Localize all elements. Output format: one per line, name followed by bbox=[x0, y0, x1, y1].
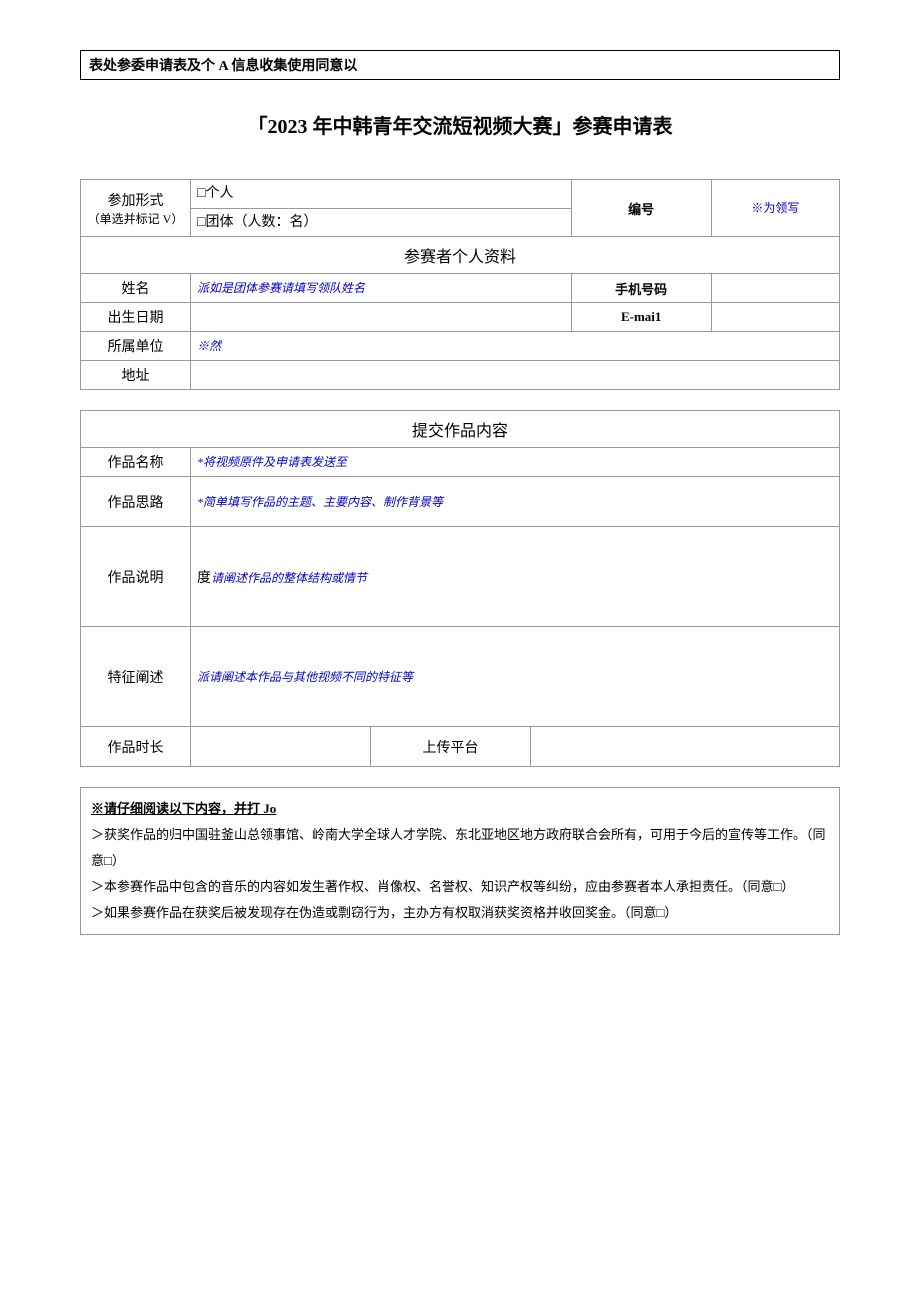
email-label: E-mai1 bbox=[571, 303, 711, 332]
work-platform-input-cell[interactable] bbox=[531, 727, 840, 767]
name-hint: 派如是团体参赛请填写领队姓名 bbox=[197, 281, 365, 295]
phone-input-cell[interactable] bbox=[711, 274, 839, 303]
work-name-label: 作品名称 bbox=[81, 448, 191, 477]
name-input-cell[interactable]: 派如是团体参赛请填写领队姓名 bbox=[191, 274, 572, 303]
personal-info-table: 参加形式 （单选并标记 V） □个人 编号 ※为领写 □团体（人数：名） 参赛者… bbox=[80, 179, 840, 390]
agreement-header: ※请仔细阅读以下内容，并打 Jo bbox=[91, 796, 829, 822]
work-duration-input-cell[interactable] bbox=[191, 727, 371, 767]
number-hint-cell: ※为领写 bbox=[711, 180, 839, 237]
number-hint: ※为领写 bbox=[751, 201, 799, 215]
work-duration-label: 作品时长 bbox=[81, 727, 191, 767]
work-content-table: 提交作品内容 作品名称 *将视频原件及申请表发送至 作品思路 *简单填写作品的主… bbox=[80, 410, 840, 767]
option-group-cell[interactable]: □团体（人数：名） bbox=[191, 208, 572, 237]
agreement-item-2: ＞本参赛作品中包含的音乐的内容如发生著作权、肖像权、名誉权、知识产权等纠纷，应由… bbox=[91, 874, 829, 900]
work-feature-hint: 派请阐述本作品与其他视频不同的特征等 bbox=[197, 670, 413, 684]
work-idea-hint: *简单填写作品的主题、主要内容、制作背景等 bbox=[197, 495, 443, 509]
email-input-cell[interactable] bbox=[711, 303, 839, 332]
agreement-section: ※请仔细阅读以下内容，并打 Jo ＞获奖作品的归中国驻釜山总领事馆、岭南大学全球… bbox=[80, 787, 840, 935]
page-title: 「2023 年中韩青年交流短视频大赛」参赛申请表 bbox=[80, 110, 840, 139]
option-individual-cell[interactable]: □个人 bbox=[191, 180, 572, 209]
work-header: 提交作品内容 bbox=[81, 411, 840, 448]
header-box: 表处参委申请表及个 A 信息收集使用同意以 bbox=[80, 50, 840, 80]
work-feature-label: 特征阐述 bbox=[81, 627, 191, 727]
number-label: 编号 bbox=[571, 180, 711, 237]
birth-label: 出生日期 bbox=[81, 303, 191, 332]
agreement-item-3: ＞如果参赛作品在获奖后被发现存在伪造或剽窃行为，主办方有权取消获奖资格并收回奖金… bbox=[91, 900, 829, 926]
work-name-input-cell[interactable]: *将视频原件及申请表发送至 bbox=[191, 448, 840, 477]
affiliation-label: 所属单位 bbox=[81, 332, 191, 361]
work-desc-hint: 请阐述作品的整体结构或情节 bbox=[211, 571, 367, 585]
option-group: □团体（人数：名） bbox=[197, 215, 317, 230]
option-individual: □个人 bbox=[197, 186, 233, 201]
name-label: 姓名 bbox=[81, 274, 191, 303]
work-desc-prefix: 度 bbox=[197, 571, 211, 586]
work-name-hint: *将视频原件及申请表发送至 bbox=[197, 455, 347, 469]
agreement-item-1: ＞获奖作品的归中国驻釜山总领事馆、岭南大学全球人才学院、东北亚地区地方政府联合会… bbox=[91, 822, 829, 874]
affiliation-hint: ※然 bbox=[197, 339, 221, 353]
address-input-cell[interactable] bbox=[191, 361, 840, 390]
address-label: 地址 bbox=[81, 361, 191, 390]
header-box-text: 表处参委申请表及个 A 信息收集使用同意以 bbox=[89, 59, 357, 74]
affiliation-input-cell[interactable]: ※然 bbox=[191, 332, 840, 361]
work-idea-input-cell[interactable]: *简单填写作品的主题、主要内容、制作背景等 bbox=[191, 477, 840, 527]
work-desc-input-cell[interactable]: 度请阐述作品的整体结构或情节 bbox=[191, 527, 840, 627]
work-idea-label: 作品思路 bbox=[81, 477, 191, 527]
participation-sublabel: （单选并标记 V） bbox=[87, 210, 184, 227]
participation-label-cell: 参加形式 （单选并标记 V） bbox=[81, 180, 191, 237]
phone-label: 手机号码 bbox=[571, 274, 711, 303]
birth-input-cell[interactable] bbox=[191, 303, 572, 332]
participation-label: 参加形式 bbox=[87, 190, 184, 210]
personal-info-header: 参赛者个人资料 bbox=[81, 237, 840, 274]
work-desc-label: 作品说明 bbox=[81, 527, 191, 627]
work-platform-label: 上传平台 bbox=[371, 727, 531, 767]
work-feature-input-cell[interactable]: 派请阐述本作品与其他视频不同的特征等 bbox=[191, 627, 840, 727]
